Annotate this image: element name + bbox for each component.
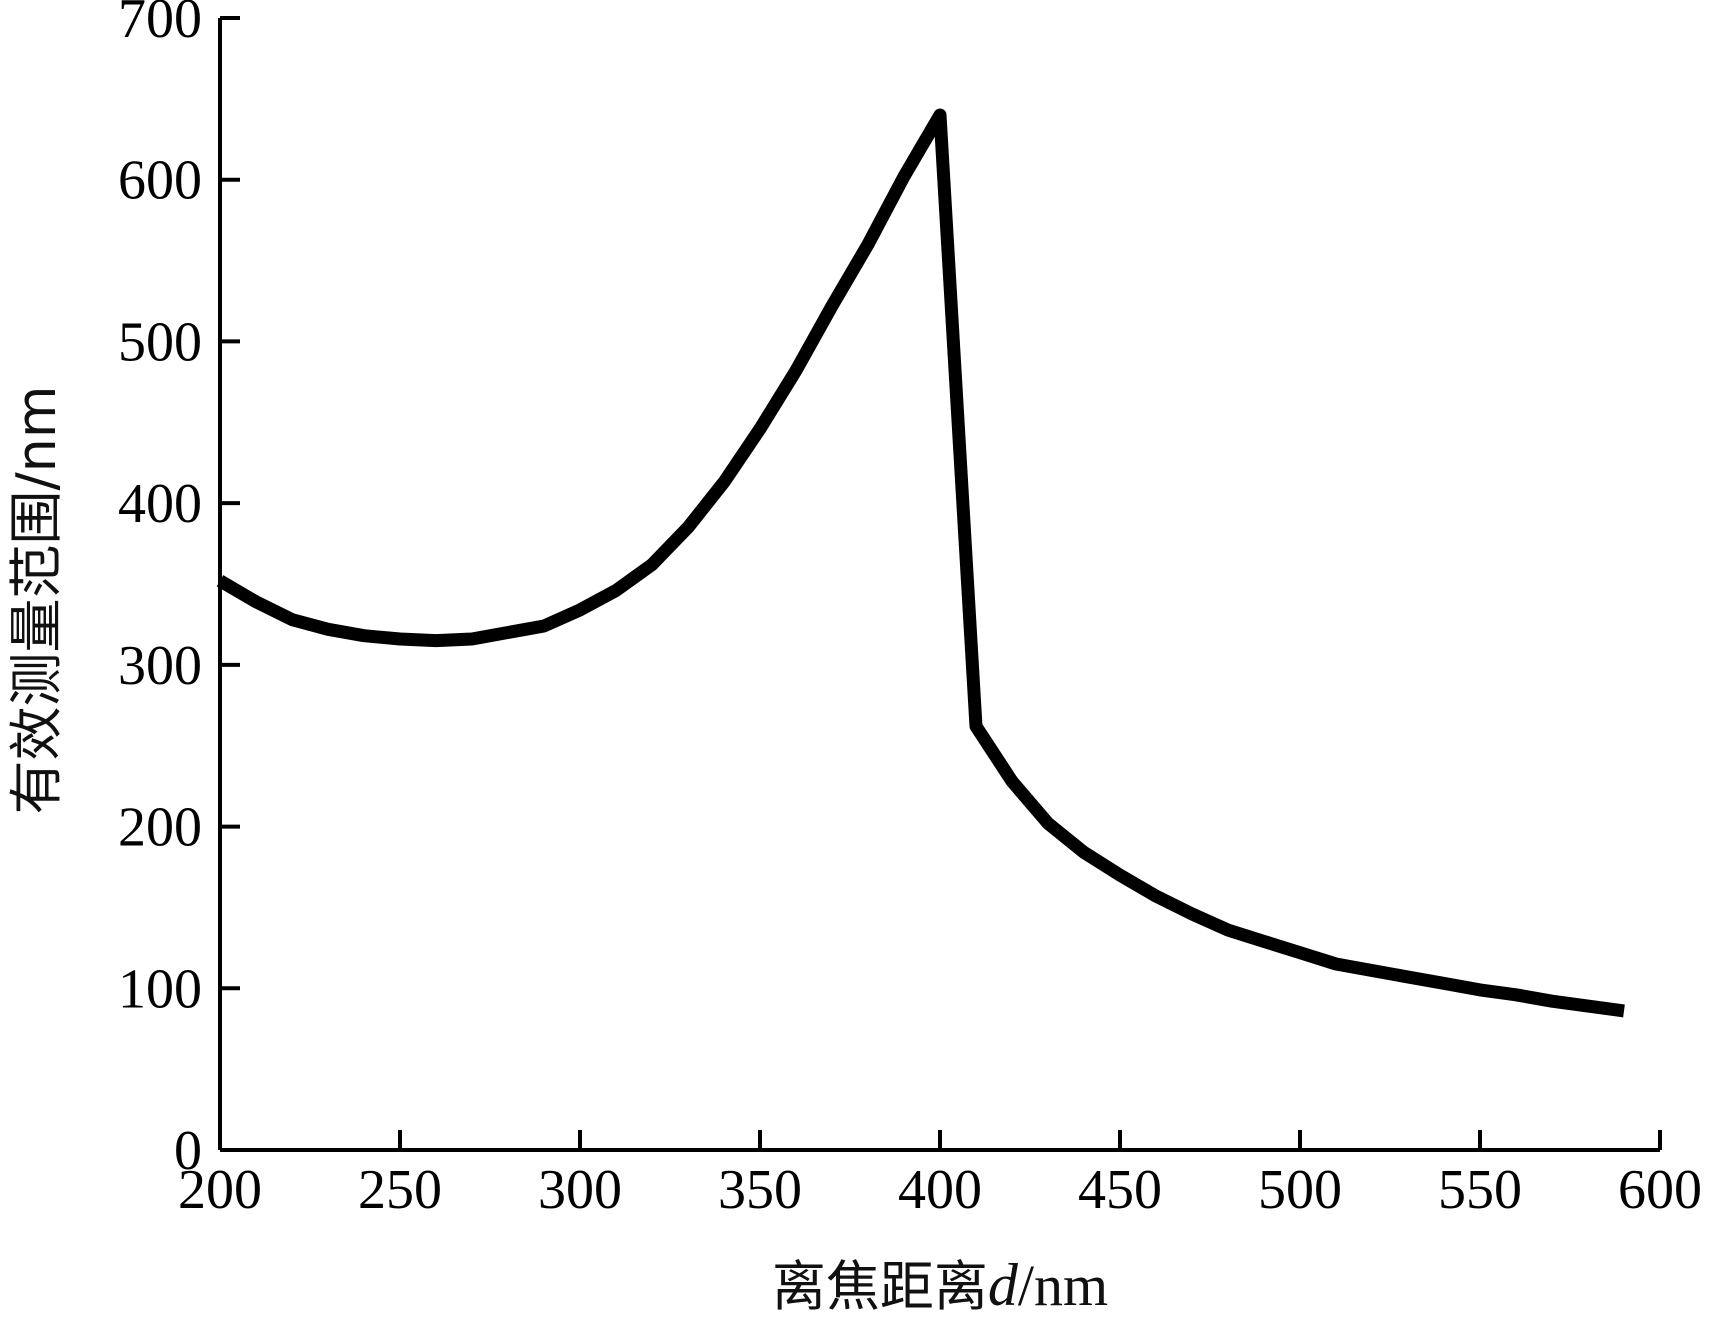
x-tick-label: 600 bbox=[1618, 1159, 1702, 1221]
y-tick-label: 100 bbox=[118, 958, 202, 1020]
y-tick-label: 500 bbox=[118, 311, 202, 373]
y-tick-label: 200 bbox=[118, 797, 202, 859]
x-tick-label: 550 bbox=[1438, 1159, 1522, 1221]
y-tick-label: 600 bbox=[118, 150, 202, 212]
x-tick-label: 500 bbox=[1258, 1159, 1342, 1221]
x-axis-title-unit: /nm bbox=[1018, 1253, 1108, 1317]
x-axis-title-variable: d bbox=[988, 1252, 1019, 1317]
x-tick-label: 250 bbox=[358, 1159, 442, 1221]
x-tick-label: 300 bbox=[538, 1159, 622, 1221]
x-ticks: 200 250 300 350 400 450 500 550 600 bbox=[178, 1130, 1702, 1221]
x-axis-title-prefix: 离焦距离 bbox=[772, 1255, 988, 1317]
x-tick-label: 200 bbox=[178, 1159, 262, 1221]
y-tick-label: 0 bbox=[174, 1120, 202, 1182]
series-line bbox=[216, 108, 1625, 1018]
x-axis-title: 离焦距离d/nm bbox=[772, 1252, 1108, 1317]
x-tick-label: 450 bbox=[1078, 1159, 1162, 1221]
y-ticks: 0 100 200 300 400 500 600 700 bbox=[118, 0, 240, 1182]
y-tick-label: 300 bbox=[118, 635, 202, 697]
x-tick-label: 350 bbox=[718, 1159, 802, 1221]
x-tick-label: 400 bbox=[898, 1159, 982, 1221]
y-tick-label: 700 bbox=[118, 0, 202, 50]
y-axis-title: 有效测量范围/nm bbox=[5, 385, 68, 814]
y-tick-label: 400 bbox=[118, 473, 202, 535]
